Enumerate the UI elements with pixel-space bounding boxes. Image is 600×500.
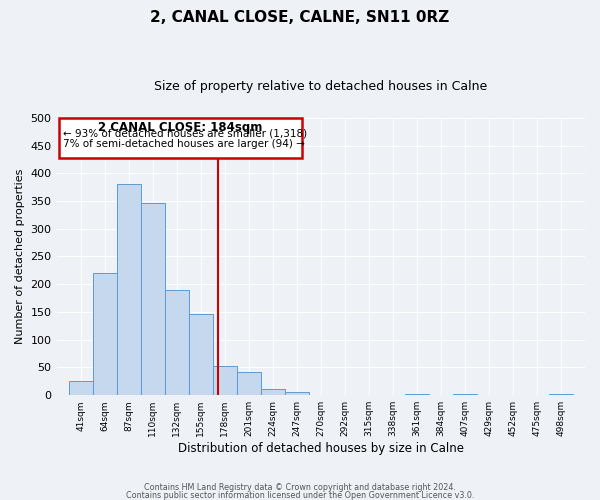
Bar <box>236 372 261 395</box>
Text: 2 CANAL CLOSE: 184sqm: 2 CANAL CLOSE: 184sqm <box>98 120 262 134</box>
Y-axis label: Number of detached properties: Number of detached properties <box>15 169 25 344</box>
Bar <box>68 382 92 395</box>
Text: Contains public sector information licensed under the Open Government Licence v3: Contains public sector information licen… <box>126 490 474 500</box>
Bar <box>285 392 309 395</box>
Bar <box>92 273 116 395</box>
Bar <box>261 388 285 395</box>
Text: Contains HM Land Registry data © Crown copyright and database right 2024.: Contains HM Land Registry data © Crown c… <box>144 484 456 492</box>
Bar <box>116 184 140 395</box>
Bar <box>164 290 188 395</box>
Bar <box>549 394 573 395</box>
FancyBboxPatch shape <box>59 118 302 158</box>
Bar <box>405 394 429 395</box>
Bar <box>188 314 212 395</box>
Bar <box>140 202 164 395</box>
Bar <box>212 366 236 395</box>
Text: 7% of semi-detached houses are larger (94) →: 7% of semi-detached houses are larger (9… <box>63 139 305 149</box>
Text: 2, CANAL CLOSE, CALNE, SN11 0RZ: 2, CANAL CLOSE, CALNE, SN11 0RZ <box>151 10 449 25</box>
Bar <box>453 394 477 395</box>
Title: Size of property relative to detached houses in Calne: Size of property relative to detached ho… <box>154 80 487 93</box>
Text: ← 93% of detached houses are smaller (1,318): ← 93% of detached houses are smaller (1,… <box>63 129 307 139</box>
X-axis label: Distribution of detached houses by size in Calne: Distribution of detached houses by size … <box>178 442 464 455</box>
